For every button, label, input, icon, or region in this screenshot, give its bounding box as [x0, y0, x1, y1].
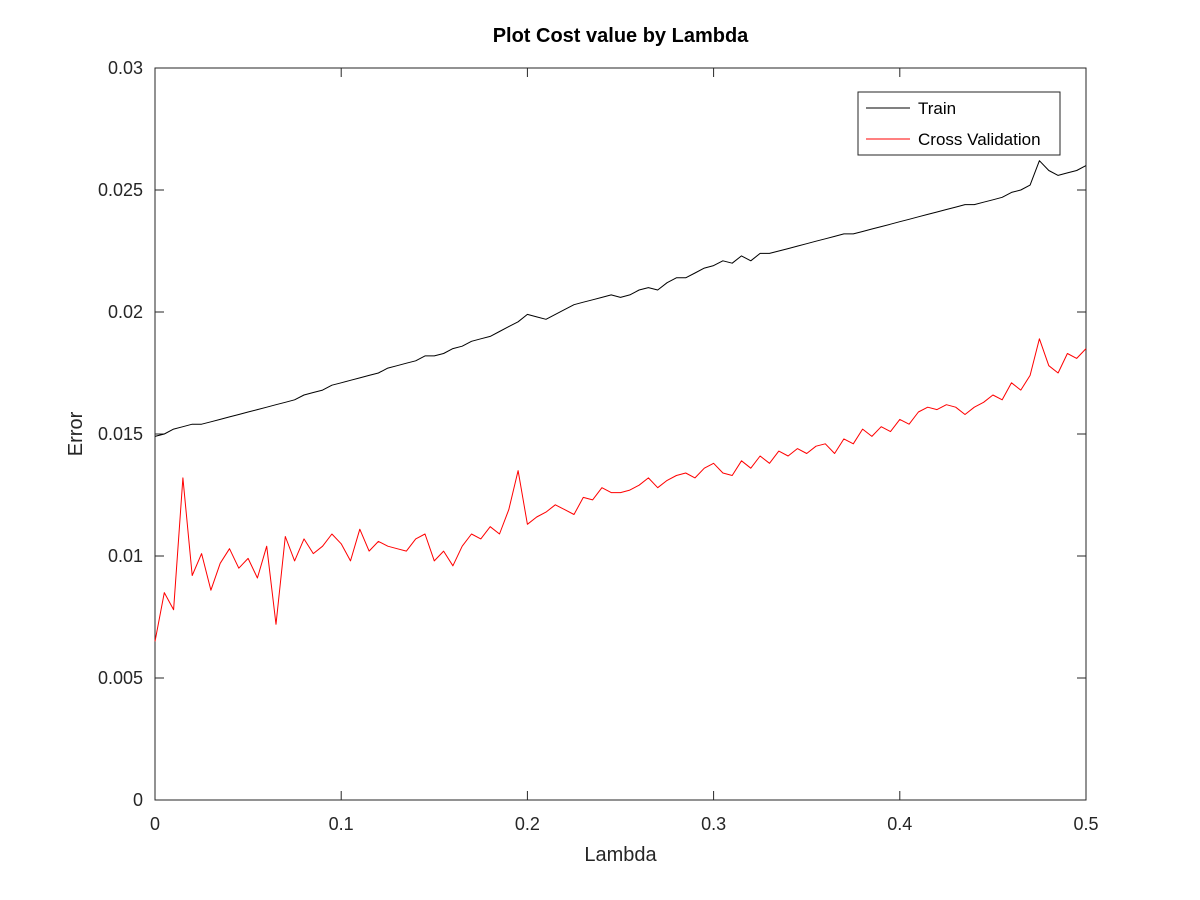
y-tick-label: 0.03	[108, 58, 143, 78]
x-axis: 0 0.1 0.2 0.3 0.4 0.5	[150, 68, 1099, 834]
chart-title: Plot Cost value by Lambda	[493, 25, 749, 47]
plot-area	[154, 67, 1087, 801]
legend: Train Cross Validation	[857, 91, 1061, 156]
legend-label-cross-validation: Cross Validation	[918, 130, 1041, 149]
y-tick-label: 0.02	[108, 302, 143, 322]
y-axis: 0 0.005 0.01 0.015 0.02 0.025 0.03	[98, 58, 1086, 810]
y-tick-label: 0.025	[98, 180, 143, 200]
series-lines	[154, 160, 1087, 642]
x-axis-label: Lambda	[584, 844, 657, 866]
axes-box	[154, 67, 1087, 801]
x-tick-label: 0.4	[887, 814, 912, 834]
y-tick-label: 0.01	[108, 546, 143, 566]
x-tick-label: 0.3	[701, 814, 726, 834]
legend-box	[857, 91, 1061, 156]
y-tick-label: 0.015	[98, 424, 143, 444]
series-line-cross-validation	[154, 338, 1087, 642]
y-axis-label: Error	[65, 411, 87, 456]
series-line-train	[154, 160, 1087, 437]
x-tick-label: 0	[150, 814, 160, 834]
x-tick-label: 0.2	[515, 814, 540, 834]
x-tick-label: 0.1	[329, 814, 354, 834]
y-tick-label: 0	[133, 790, 143, 810]
x-tick-label: 0.5	[1073, 814, 1098, 834]
legend-label-train: Train	[918, 99, 956, 118]
y-tick-label: 0.005	[98, 668, 143, 688]
